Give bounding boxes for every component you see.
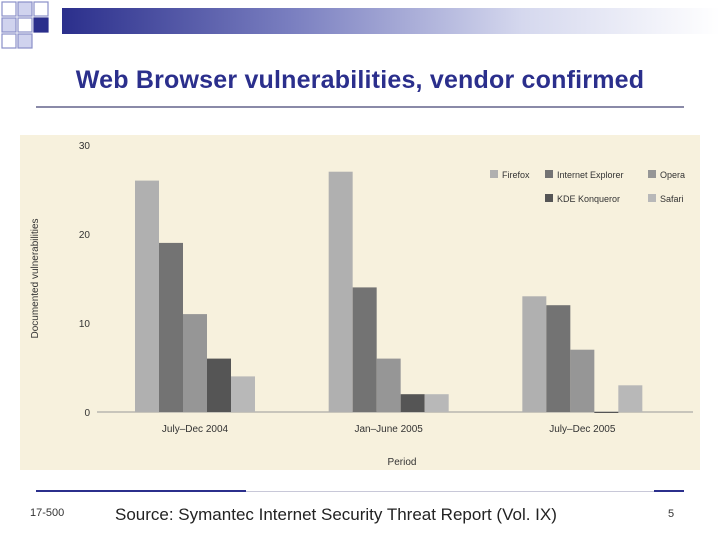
footer-rule-middle	[246, 491, 654, 492]
bar-firefox	[328, 171, 353, 412]
bar-safari	[618, 385, 643, 412]
legend-swatch	[648, 194, 656, 202]
legend-label: KDE Konqueror	[557, 194, 620, 204]
bar-internet-explorer	[546, 305, 571, 412]
bar-opera	[570, 349, 595, 412]
bar-safari	[231, 376, 255, 412]
legend-swatch	[545, 170, 553, 178]
footer-rule-right	[654, 490, 684, 492]
bar-safari	[424, 394, 449, 412]
corner-decoration	[1, 1, 49, 49]
footer-rule-left	[36, 490, 246, 492]
bar-internet-explorer	[352, 287, 377, 412]
y-tick-label: 0	[84, 408, 90, 419]
y-axis-label: Documented vulnerabilities	[30, 218, 41, 338]
y-tick-label: 20	[79, 230, 91, 241]
legend-swatch	[648, 170, 656, 178]
bar-opera	[376, 358, 401, 412]
x-tick-label: July–Dec 2004	[162, 424, 229, 435]
header-gradient-bar	[62, 8, 720, 34]
bar-firefox	[135, 180, 159, 412]
source-citation: Source: Symantec Internet Security Threa…	[115, 505, 557, 524]
footer-course-code: 17-500	[30, 507, 65, 519]
legend-label: Firefox	[502, 170, 530, 180]
bar-kde-konqueror	[400, 394, 425, 412]
legend-label: Opera	[660, 170, 685, 180]
x-tick-label: Jan–June 2005	[354, 424, 423, 435]
bar-firefox	[522, 296, 547, 412]
bar-internet-explorer	[159, 242, 183, 412]
slide-title: Web Browser vulnerabilities, vendor conf…	[75, 66, 645, 94]
bar-opera	[183, 314, 207, 412]
y-tick-label: 10	[79, 319, 91, 330]
x-tick-label: July–Dec 2005	[549, 424, 616, 435]
bar-kde-konqueror	[207, 358, 231, 412]
y-tick-label: 30	[79, 141, 91, 152]
legend-swatch	[545, 194, 553, 202]
title-divider	[36, 106, 684, 108]
page-number: 5	[668, 508, 675, 520]
bar-kde-konqueror	[594, 412, 619, 413]
legend-label: Internet Explorer	[557, 170, 624, 180]
legend-label: Safari	[660, 194, 684, 204]
x-axis-label: Period	[388, 457, 417, 468]
legend-swatch	[490, 170, 498, 178]
bar-chart: 0 10 20 30 Documented vulnerabilities July–De…	[20, 135, 700, 470]
